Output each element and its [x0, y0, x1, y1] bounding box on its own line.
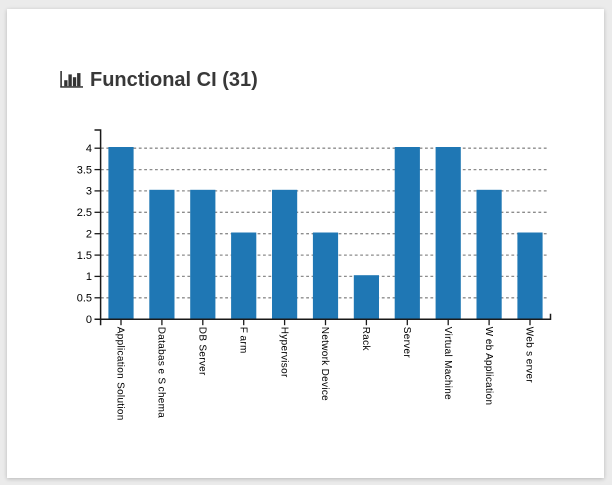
svg-text:Server: Server: [401, 327, 412, 359]
svg-text:1.5: 1.5: [77, 250, 92, 262]
svg-text:Web s erver: Web s erver: [524, 327, 535, 384]
svg-text:Virtual Machine: Virtual Machine: [442, 327, 453, 400]
svg-text:W eb Application: W eb Application: [483, 327, 494, 406]
svg-text:2: 2: [86, 229, 92, 241]
svg-text:Databas e S chema: Databas e S chema: [156, 327, 167, 419]
svg-text:1: 1: [86, 271, 92, 283]
svg-text:DB Server: DB Server: [197, 327, 208, 376]
svg-text:0: 0: [86, 314, 92, 326]
svg-text:3.5: 3.5: [77, 164, 92, 176]
svg-text:Application Solution: Application Solution: [115, 327, 126, 421]
svg-text:Network Device: Network Device: [319, 327, 330, 401]
svg-text:4: 4: [86, 143, 92, 155]
svg-text:F arm: F arm: [237, 327, 248, 354]
svg-text:0.5: 0.5: [77, 293, 92, 305]
svg-text:3: 3: [86, 186, 92, 198]
svg-text:2.5: 2.5: [77, 207, 92, 219]
svg-text:Rack: Rack: [360, 327, 371, 352]
svg-text:Hypervisor: Hypervisor: [278, 327, 289, 378]
